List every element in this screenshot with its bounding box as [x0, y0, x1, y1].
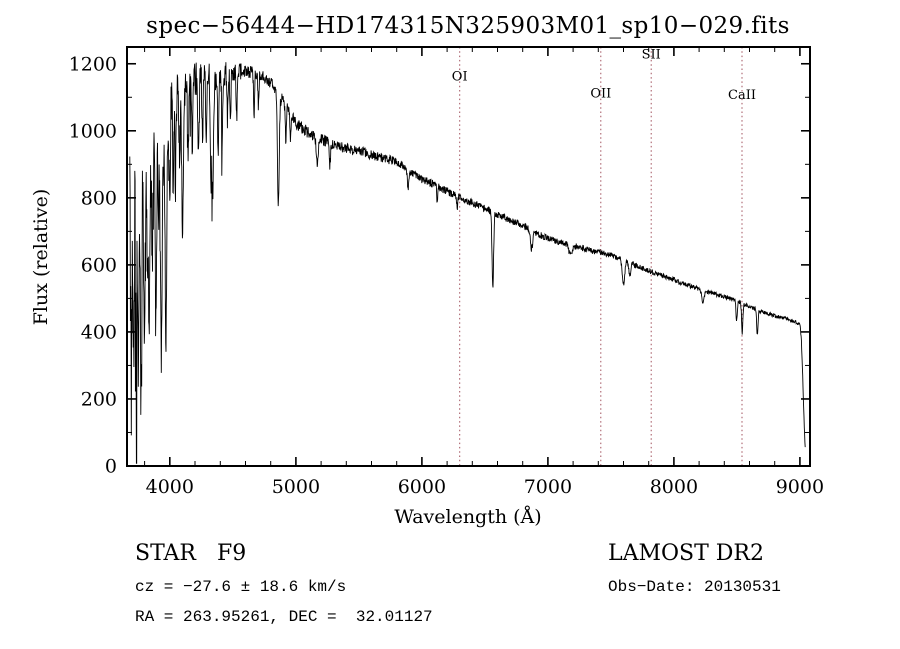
x-axis-label: Wavelength (Å): [394, 506, 541, 528]
y-tick-label: 0: [105, 456, 117, 478]
y-tick-label: 800: [81, 187, 117, 209]
y-tick-label: 600: [81, 254, 117, 276]
cz-value: cz = −27.6 ± 18.6 km/s: [135, 578, 346, 596]
y-tick-label: 400: [81, 321, 117, 343]
spectrum-line: [129, 62, 806, 464]
plot-border: [126, 46, 811, 467]
survey-label: LAMOST DR2: [608, 541, 764, 566]
plot-area: OI OII SII CaII 4000 5000 6000 7000 8000 9000 0 200…: [69, 46, 824, 498]
x-tick-label: 5000: [272, 476, 320, 498]
y-axis-label: Flux (relative): [30, 189, 52, 326]
y-tick-label: 200: [81, 389, 117, 411]
coordinates: RA = 263.95261, DEC = 32.01127: [135, 608, 433, 626]
spectral-marker-label-sii: SII: [642, 48, 661, 63]
x-tick-label: 6000: [398, 476, 446, 498]
x-tick-label: 9000: [776, 476, 824, 498]
x-tick-label: 7000: [524, 476, 572, 498]
x-tick-label: 4000: [146, 476, 194, 498]
spectral-marker-label-caii: CaII: [728, 88, 756, 103]
obs-date: Obs−Date: 20130531: [608, 578, 781, 596]
plot-title: spec−56444−HD174315N325903M01_sp10−029.f…: [146, 13, 790, 39]
y-tick-label: 1000: [69, 120, 117, 142]
spectral-marker-label-oi: OI: [452, 70, 468, 85]
x-tick-label: 8000: [650, 476, 698, 498]
spectral-marker-label-oii: OII: [590, 86, 611, 101]
y-tick-label: 1200: [69, 53, 117, 75]
object-class-label: STAR F9: [135, 541, 246, 566]
